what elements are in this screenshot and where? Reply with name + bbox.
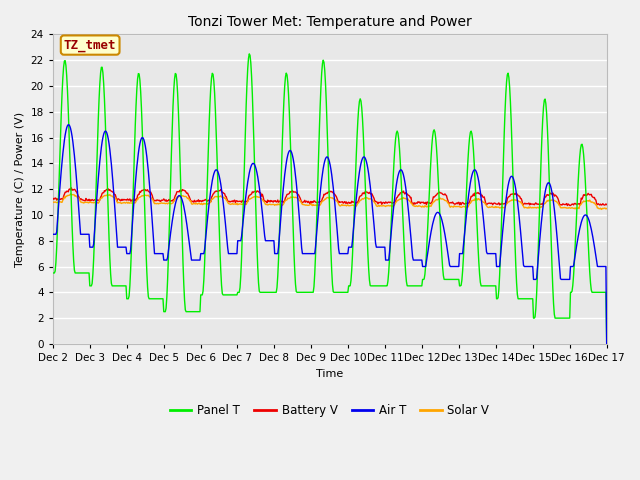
Battery V xyxy=(202,197,210,203)
Title: Tonzi Tower Met: Temperature and Power: Tonzi Tower Met: Temperature and Power xyxy=(188,15,472,29)
Air T xyxy=(49,231,57,237)
Panel T xyxy=(202,240,209,246)
Air T xyxy=(116,244,124,250)
Air T xyxy=(173,196,180,202)
Line: Battery V: Battery V xyxy=(53,188,607,205)
Air T xyxy=(414,257,422,263)
Legend: Panel T, Battery V, Air T, Solar V: Panel T, Battery V, Air T, Solar V xyxy=(166,399,494,422)
Line: Air T: Air T xyxy=(53,125,607,344)
Solar V xyxy=(59,197,67,203)
Solar V xyxy=(398,195,406,201)
Solar V xyxy=(603,205,611,211)
Solar V xyxy=(414,204,422,209)
Panel T xyxy=(414,283,422,289)
X-axis label: Time: Time xyxy=(316,369,344,379)
Line: Panel T: Panel T xyxy=(53,54,607,344)
Panel T xyxy=(245,51,253,57)
Panel T xyxy=(59,75,67,81)
Battery V xyxy=(67,185,75,191)
Battery V xyxy=(564,203,572,208)
Air T xyxy=(202,230,210,236)
Panel T xyxy=(172,72,180,77)
Solar V xyxy=(116,200,124,206)
Air T xyxy=(398,168,406,173)
Line: Solar V: Solar V xyxy=(53,194,607,209)
Battery V xyxy=(173,189,180,195)
Battery V xyxy=(116,198,124,204)
Text: TZ_tmet: TZ_tmet xyxy=(64,38,116,51)
Solar V xyxy=(202,201,210,206)
Battery V xyxy=(49,195,57,201)
Panel T xyxy=(116,283,124,289)
Panel T xyxy=(603,341,611,347)
Air T xyxy=(65,122,72,128)
Solar V xyxy=(598,206,605,212)
Panel T xyxy=(398,190,406,196)
Solar V xyxy=(49,199,57,205)
Y-axis label: Temperature (C) / Power (V): Temperature (C) / Power (V) xyxy=(15,111,25,267)
Battery V xyxy=(398,190,406,195)
Battery V xyxy=(414,199,422,204)
Battery V xyxy=(603,202,611,207)
Solar V xyxy=(173,194,180,200)
Air T xyxy=(603,341,611,347)
Solar V xyxy=(67,191,74,197)
Air T xyxy=(59,151,67,156)
Panel T xyxy=(49,270,57,276)
Battery V xyxy=(59,197,67,203)
